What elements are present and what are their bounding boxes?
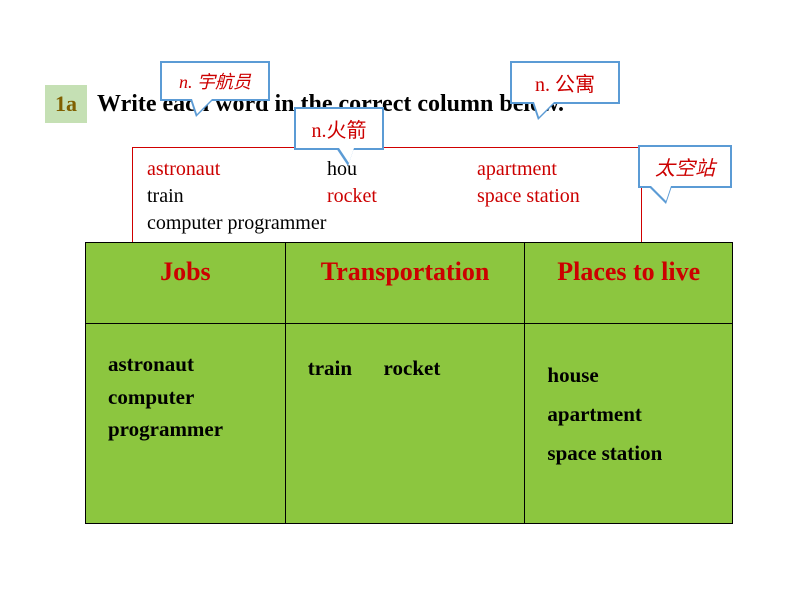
- callout-label: 太空站: [655, 158, 715, 180]
- callout-label: n. 公寓: [535, 74, 595, 96]
- word-train: train: [147, 183, 327, 210]
- word-box: astronauthouapartment trainrocketspace s…: [132, 147, 642, 246]
- table-data-row: astronaut computer programmer train rock…: [86, 324, 733, 524]
- header-places: Places to live: [525, 243, 733, 324]
- job-item: astronaut: [108, 348, 267, 381]
- word-space-station: space station: [477, 183, 627, 210]
- exercise-badge: 1a: [45, 85, 87, 123]
- callout-tail-icon: [648, 186, 672, 204]
- transport-items: train rocket: [308, 356, 441, 380]
- callout-tail-icon: [336, 148, 354, 166]
- header-transportation: Transportation: [285, 243, 525, 324]
- place-item: space station: [547, 434, 714, 473]
- cell-transportation: train rocket: [285, 324, 525, 524]
- callout-astronaut: n. 宇航员: [160, 61, 270, 101]
- callout-label: n.火箭: [312, 120, 367, 142]
- place-item: apartment: [547, 395, 714, 434]
- place-item: house: [547, 356, 714, 395]
- callout-tail-icon: [532, 102, 556, 120]
- table-header-row: Jobs Transportation Places to live: [86, 243, 733, 324]
- categories-table: Jobs Transportation Places to live astro…: [85, 242, 733, 524]
- job-item: programmer: [108, 413, 267, 446]
- cell-places: house apartment space station: [525, 324, 733, 524]
- cell-jobs: astronaut computer programmer: [86, 324, 286, 524]
- callout-rocket: n.火箭: [294, 107, 384, 150]
- callout-tail-icon: [190, 99, 214, 117]
- callout-space-station: 太空站: [638, 145, 732, 188]
- word-rocket: rocket: [327, 183, 477, 210]
- callout-label: n. 宇航员: [179, 72, 251, 92]
- word-apartment: apartment: [477, 156, 627, 183]
- slide: 1a Write each word in the correct column…: [0, 0, 794, 596]
- word-astronaut: astronaut: [147, 156, 327, 183]
- word-computer-programmer: computer programmer: [147, 212, 326, 234]
- job-item: computer: [108, 381, 267, 414]
- callout-apartment: n. 公寓: [510, 61, 620, 104]
- header-jobs: Jobs: [86, 243, 286, 324]
